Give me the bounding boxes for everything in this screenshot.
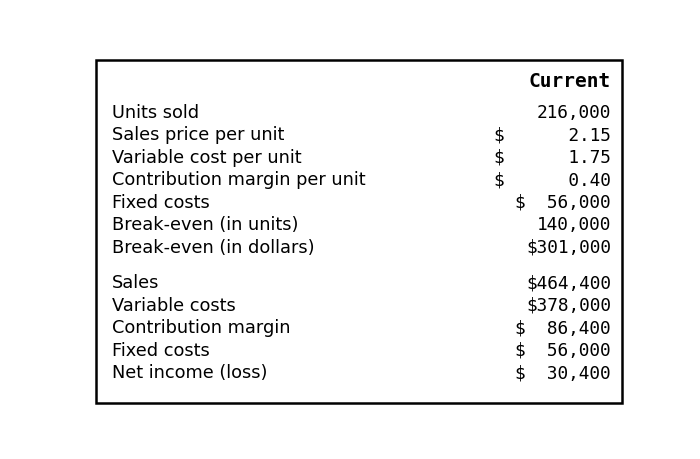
Text: Current: Current xyxy=(528,72,611,91)
Text: Break-even (in dollars): Break-even (in dollars) xyxy=(112,238,314,256)
Text: $  56,000: $ 56,000 xyxy=(515,193,611,211)
Text: Fixed costs: Fixed costs xyxy=(112,341,210,359)
Text: 216,000: 216,000 xyxy=(537,103,611,121)
Text: $      2.15: $ 2.15 xyxy=(494,126,611,144)
Text: Fixed costs: Fixed costs xyxy=(112,193,210,211)
Text: Variable cost per unit: Variable cost per unit xyxy=(112,148,302,166)
Text: $378,000: $378,000 xyxy=(526,297,611,314)
Text: $  56,000: $ 56,000 xyxy=(515,341,611,359)
FancyBboxPatch shape xyxy=(96,61,622,403)
Text: 140,000: 140,000 xyxy=(537,216,611,234)
Text: Sales: Sales xyxy=(112,274,160,292)
Text: $  86,400: $ 86,400 xyxy=(515,319,611,337)
Text: $  30,400: $ 30,400 xyxy=(515,364,611,381)
Text: Contribution margin: Contribution margin xyxy=(112,319,290,337)
Text: $      1.75: $ 1.75 xyxy=(494,148,611,166)
Text: Variable costs: Variable costs xyxy=(112,297,236,314)
Text: Units sold: Units sold xyxy=(112,103,199,121)
Text: Sales price per unit: Sales price per unit xyxy=(112,126,284,144)
Text: Net income (loss): Net income (loss) xyxy=(112,364,267,381)
Text: $464,400: $464,400 xyxy=(526,274,611,292)
Text: Contribution margin per unit: Contribution margin per unit xyxy=(112,171,365,189)
Text: $      0.40: $ 0.40 xyxy=(494,171,611,189)
Text: Break-even (in units): Break-even (in units) xyxy=(112,216,298,234)
Text: $301,000: $301,000 xyxy=(526,238,611,256)
